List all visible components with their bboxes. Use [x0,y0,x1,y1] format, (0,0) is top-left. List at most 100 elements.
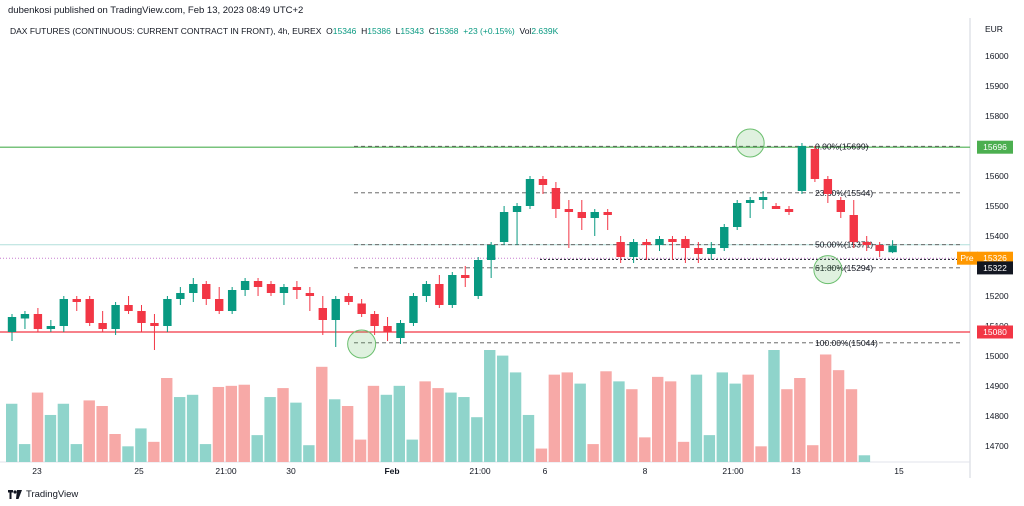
price-label: 15080 [983,327,1007,337]
candle-body [499,212,509,242]
volume-bar [354,439,367,462]
candle-body [461,275,470,278]
x-tick-label: 21:00 [722,466,744,476]
x-tick-label: Feb [384,466,399,476]
candle-body [629,242,638,257]
candle-body [707,248,716,254]
volume-bar [135,428,147,462]
volume-bar [561,372,573,462]
candle-body [525,179,535,206]
volume-bar [858,455,871,462]
candle-body [331,299,340,320]
y-tick-label: 14900 [985,381,1009,391]
volume-bar [626,389,638,462]
volume-bar [264,397,276,462]
volume-bar [341,406,354,462]
candle-body [240,281,250,290]
candle-body [875,245,884,251]
volume-bar [548,374,561,462]
close-value: 15368 [434,26,459,36]
candle-body [784,209,794,212]
candle-body [474,260,483,296]
volume-bar [316,366,328,462]
y-tick-label: 15000 [985,351,1009,361]
last-price-box [977,261,1013,275]
candle-body [163,299,172,326]
vol-value: 2.639K [531,26,559,36]
candle-body [33,314,43,329]
candle-body [266,284,276,293]
candles [7,143,897,350]
volume-bar [471,417,483,462]
volume-bar [406,439,418,462]
candle-body [59,299,68,326]
volume-bar [664,381,677,462]
volume-bar [57,403,70,462]
x-tick-label: 13 [791,466,801,476]
y-tick-label: 16000 [985,51,1009,61]
volume-bars [6,350,871,462]
pre-label-box [957,251,978,265]
volume-bar [819,354,832,462]
y-tick-label: 15800 [985,111,1009,121]
volume-bar [380,394,393,462]
volume-bar [109,434,121,462]
candle-body [616,242,625,257]
price-axis: 1600015900158001570015600155001540015300… [985,51,1009,451]
fib-level-label: 0.00%(15699) [815,141,869,151]
open-value: 15346 [332,26,357,36]
high-label: H [361,26,368,36]
volume-bar [329,399,341,462]
candle-body [512,206,522,212]
volume-bar [652,376,664,462]
volume-bar [794,378,806,462]
x-tick-label: 8 [643,466,648,476]
symbol-legend: DAX FUTURES (CONTINUOUS: CURRENT CONTRAC… [10,26,558,36]
candle-body [344,296,353,302]
y-tick-label: 15500 [985,201,1009,211]
volume-bar [161,378,173,462]
candle-body [72,299,81,302]
volume-bar [367,385,380,462]
candle-body [642,242,651,245]
x-tick-label: 21:00 [215,466,237,476]
volume-bar [496,355,509,462]
open-label: O [326,26,333,36]
candle-body [292,287,302,290]
volume-bar [173,397,186,462]
currency-label: EUR [985,24,1003,34]
volume-bar [484,350,496,462]
candle-body [564,209,574,212]
volume-bar [458,397,470,462]
volume-bar [600,371,612,462]
volume-bar [432,388,444,462]
vol-label: Vol [519,26,532,36]
candle-body [124,305,133,311]
candle-body [888,245,897,253]
volume-bar [290,402,302,462]
highlight-circles [347,128,843,359]
candle-body [538,179,548,185]
low-label: L [395,26,401,36]
volume-bar [535,448,548,462]
price-label: 15696 [983,142,1007,152]
volume-bar [445,392,457,462]
candle-body [849,215,858,242]
volume-bar [677,441,690,462]
volume-bar [574,383,586,462]
candle-body [720,227,729,248]
volume-bar [832,370,845,462]
x-tick-label: 25 [134,466,144,476]
candle-body [603,212,612,215]
volume-bar [96,406,108,462]
candle-body [318,308,327,320]
volume-bar [83,400,95,462]
volume-bar [845,389,858,462]
candle-body [137,311,146,323]
candle-body [836,200,845,212]
candle-body [396,323,405,338]
fib-level-label: 23.60%(15544) [815,188,873,198]
time-axis: 23 25 21:00 30 Feb 21:00 6 8 21:00 13 15 [32,466,904,476]
